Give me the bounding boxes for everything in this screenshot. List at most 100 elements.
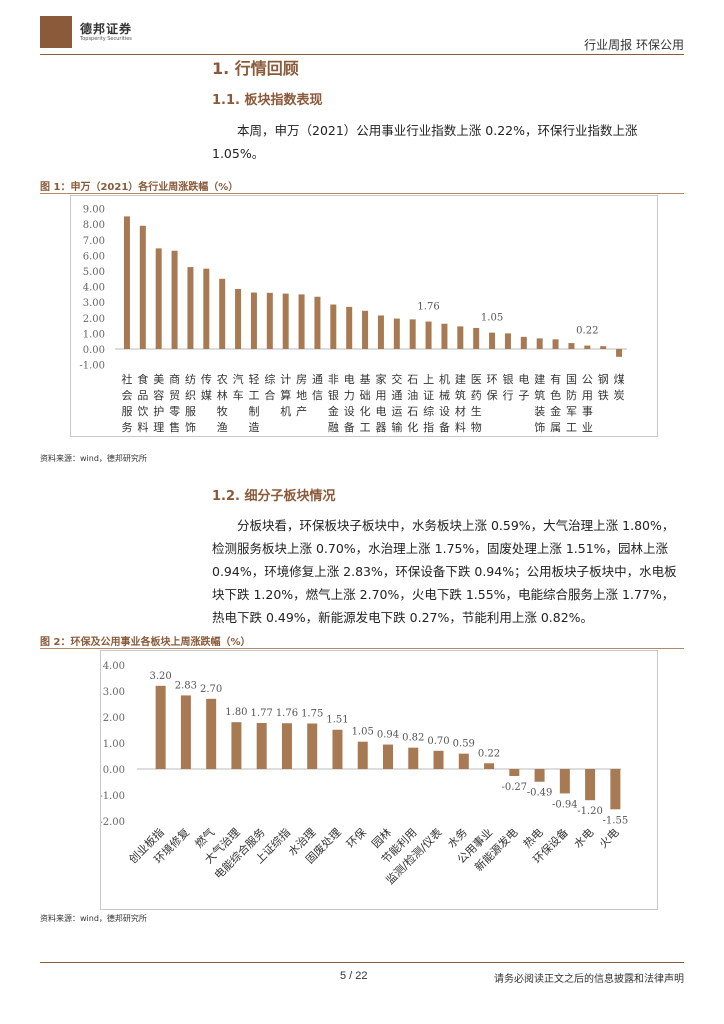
y-tick-label: 6.00 xyxy=(83,251,105,262)
category-label: 通信 xyxy=(312,373,323,402)
y-tick-label: 7.00 xyxy=(83,236,105,247)
bar xyxy=(171,250,178,349)
data-label: -0.94 xyxy=(552,799,578,810)
bar xyxy=(314,296,321,349)
bar xyxy=(203,268,210,349)
bar xyxy=(123,216,130,349)
y-tick-label: 5.00 xyxy=(83,267,105,278)
y-tick-label: 2.00 xyxy=(83,314,105,325)
category-label: 基础化工 xyxy=(360,373,371,434)
figure-1-source: 资料来源：wind，德邦研究所 xyxy=(40,454,147,463)
bar xyxy=(585,769,596,801)
bar xyxy=(520,336,527,349)
data-label: 1.75 xyxy=(301,709,323,720)
bar xyxy=(616,349,623,357)
data-label: 1.76 xyxy=(276,708,298,719)
bar xyxy=(231,722,242,769)
bar xyxy=(552,339,559,349)
bar xyxy=(536,338,543,349)
bar xyxy=(139,225,146,349)
footer-disclaimer: 请务必阅读正文之后的信息披露和法律声明 xyxy=(494,974,684,985)
data-label: 0.70 xyxy=(427,736,449,747)
y-tick-label: -1.00 xyxy=(100,791,125,802)
bar xyxy=(346,306,353,349)
bar xyxy=(155,685,166,769)
brand-name: 德邦证券 xyxy=(80,22,133,36)
category-label: 煤炭 xyxy=(614,373,625,402)
category-label: 美容护理 xyxy=(153,373,164,434)
bar xyxy=(484,763,495,769)
bar xyxy=(504,333,511,349)
category-label: 传媒 xyxy=(201,373,212,402)
category-label: 上证综指 xyxy=(423,373,434,434)
category-label: 交通运输 xyxy=(391,372,402,434)
data-label: 0.59 xyxy=(453,739,475,750)
bar xyxy=(559,769,570,794)
bar xyxy=(584,345,591,349)
bar xyxy=(281,723,292,769)
data-label: 1.51 xyxy=(326,715,348,726)
subsection-title-1: 1.1. 板块指数表现 xyxy=(212,93,323,108)
page-number: 5 / 22 xyxy=(340,970,368,982)
category-label: 商贸零售 xyxy=(169,372,180,434)
data-label: 1.77 xyxy=(251,708,273,719)
category-label: 电力设备 xyxy=(344,373,355,434)
bar xyxy=(155,248,162,349)
category-label: 国防军工 xyxy=(566,373,577,434)
bar xyxy=(187,267,194,349)
bar xyxy=(433,750,444,769)
y-tick-label: 4.00 xyxy=(83,283,105,294)
category-label: 机械设备 xyxy=(439,372,450,434)
subsection-title-2: 1.2. 细分子板块情况 xyxy=(212,489,336,504)
category-label: 社会服务 xyxy=(121,372,132,434)
bar xyxy=(235,288,242,349)
data-label: 0.22 xyxy=(576,326,598,337)
bar xyxy=(357,741,368,769)
data-label: 0.94 xyxy=(377,730,399,741)
y-tick-label: 0.00 xyxy=(83,345,105,356)
bar xyxy=(266,292,273,349)
category-label: 公用事业 xyxy=(582,373,593,434)
data-label: 1.80 xyxy=(225,707,247,718)
data-label: 1.76 xyxy=(417,302,439,313)
footer-divider xyxy=(40,962,684,963)
sub-sector-weekly-change-chart: 4.003.002.001.000.00-1.00-2.003.20创业板指2.… xyxy=(100,650,658,910)
figure-1-rule xyxy=(40,193,684,194)
report-type: 行业周报 环保公用 xyxy=(584,38,684,52)
category-label: 农林牧渔 xyxy=(217,372,228,434)
bar xyxy=(377,315,384,349)
bar xyxy=(458,753,469,769)
bar xyxy=(489,332,496,349)
y-tick-label: 1.00 xyxy=(103,739,125,750)
bar xyxy=(219,278,226,349)
bar xyxy=(610,769,621,810)
paragraph-1: 本周，申万（2021）公用事业行业指数上涨 0.22%，环保行业指数上涨 1.0… xyxy=(212,123,638,161)
data-label: 2.83 xyxy=(175,680,197,691)
data-label: -1.55 xyxy=(603,815,629,826)
data-label: 0.22 xyxy=(478,748,500,759)
category-label: 建筑装饰 xyxy=(534,372,545,434)
y-tick-label: 9.00 xyxy=(83,205,105,216)
y-tick-label: 0.00 xyxy=(103,765,125,776)
category-label: 计算机 xyxy=(280,373,291,418)
bar xyxy=(307,723,318,769)
bar xyxy=(473,327,480,349)
category-label: 汽车 xyxy=(233,372,244,402)
bar xyxy=(282,293,289,349)
y-tick-label: -1.00 xyxy=(79,361,105,372)
category-label: 轻工制造 xyxy=(248,372,259,434)
bar xyxy=(383,744,393,769)
data-label: 2.70 xyxy=(200,684,222,695)
bar xyxy=(393,318,400,349)
data-label: -0.49 xyxy=(527,788,553,799)
industry-weekly-change-chart: 9.00 8.00 7.00 6.00 5.00 4.00 3.00 2.00 1.00 0.00… xyxy=(70,195,658,437)
data-label: 1.05 xyxy=(481,313,503,324)
category-label: 纺织服饰 xyxy=(185,372,196,434)
figure-2-title: 图 2：环保及公用事业各板块上周涨跌幅（%） xyxy=(40,637,251,648)
y-tick-label: 4.00 xyxy=(103,661,125,672)
data-label: 0.82 xyxy=(402,733,424,744)
category-label: 建筑材料 xyxy=(455,372,466,434)
category-label: 有色金属 xyxy=(550,372,561,434)
y-tick-label: 8.00 xyxy=(83,220,105,231)
section-title: 1. 行情回顾 xyxy=(212,59,299,78)
